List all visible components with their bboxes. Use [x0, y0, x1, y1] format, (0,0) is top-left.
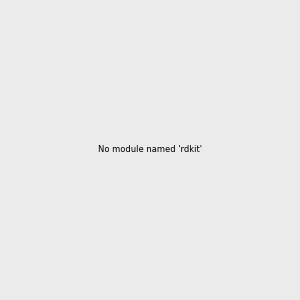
Text: No module named 'rdkit': No module named 'rdkit' [98, 146, 202, 154]
